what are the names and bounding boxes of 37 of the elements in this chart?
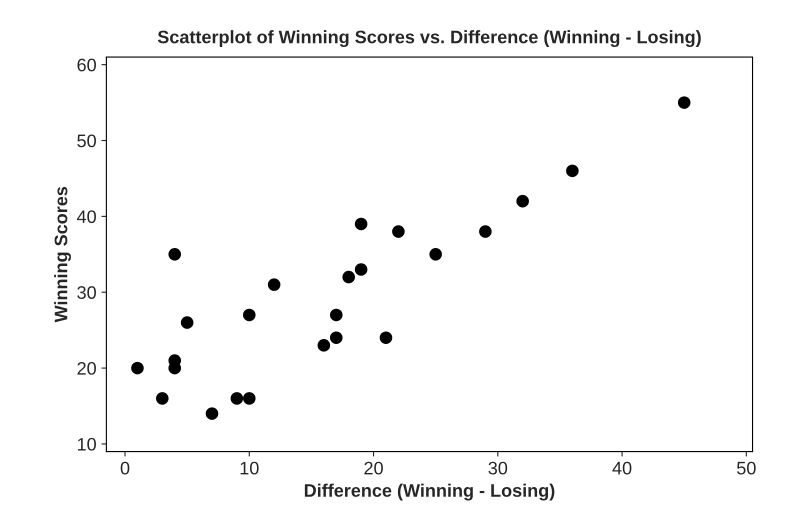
y-tick-label: 10	[78, 438, 96, 451]
point	[243, 392, 256, 405]
y-axis-title: Winning Scores	[54, 186, 72, 322]
y-tick-label: 50	[77, 134, 96, 148]
point	[392, 225, 405, 238]
x-tick-label: 40	[612, 462, 632, 475]
point	[354, 263, 368, 276]
y-tick-label: 60	[77, 58, 96, 72]
x-tick-label: 10	[240, 462, 259, 475]
x-tick-label: 20	[364, 462, 383, 475]
point	[180, 316, 194, 329]
point	[678, 96, 690, 109]
y-tick-label: 40	[76, 210, 96, 224]
point	[168, 248, 181, 261]
x-axis-title: Difference (Winning - Losing)	[304, 484, 554, 501]
point	[479, 225, 492, 238]
point	[330, 308, 343, 322]
chart-title: Scatterplot of Winning Scores vs. Difference (Winning - Losing)	[158, 30, 701, 48]
y-tick-label: 30	[77, 286, 96, 299]
y-tick-label: 20	[77, 362, 96, 375]
point	[131, 362, 144, 374]
point	[516, 194, 529, 208]
point	[243, 308, 256, 322]
point	[206, 407, 218, 420]
point	[230, 392, 244, 405]
point	[566, 164, 579, 178]
x-tick-label: 50	[737, 462, 756, 475]
point	[318, 339, 330, 352]
point	[429, 248, 442, 261]
point	[354, 218, 368, 230]
x-tick-label: 0	[120, 462, 130, 475]
point	[268, 278, 280, 291]
point	[380, 331, 392, 344]
point	[342, 270, 355, 284]
point	[330, 331, 343, 344]
x-tick-label: 30	[488, 462, 508, 475]
point	[156, 392, 169, 405]
